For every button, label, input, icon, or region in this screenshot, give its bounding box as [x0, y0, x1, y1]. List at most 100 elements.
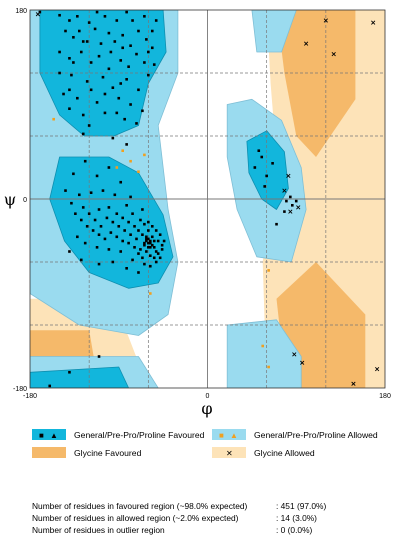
residue-marker — [117, 225, 121, 228]
residue-marker — [129, 44, 132, 47]
square-marker-icon: ■ — [39, 431, 44, 440]
residue-marker — [95, 174, 99, 178]
residue-marker — [58, 13, 61, 17]
residue-marker — [147, 229, 150, 232]
general-allowed-region — [226, 319, 302, 388]
residue-marker — [143, 241, 146, 245]
residue-marker — [123, 229, 126, 232]
residue-marker — [125, 78, 128, 81]
residue-marker — [150, 225, 154, 228]
residue-marker — [89, 88, 93, 92]
residue-marker — [68, 57, 71, 60]
residue-marker — [89, 191, 93, 194]
residue-marker — [145, 237, 148, 241]
residue-marker — [81, 40, 85, 43]
residue-marker — [145, 250, 148, 253]
residue-marker — [156, 239, 160, 243]
x-axis-label: φ — [201, 399, 212, 418]
residue-marker — [141, 256, 144, 260]
residue-marker — [76, 96, 79, 100]
residue-marker — [97, 355, 101, 358]
legend-label: Glycine Favoured — [74, 448, 142, 458]
residue-marker — [147, 220, 150, 224]
glycine-residue-marker — [292, 352, 297, 357]
residue-marker — [137, 229, 140, 232]
residue-marker — [127, 220, 130, 224]
cross-stroke — [282, 188, 287, 193]
residue-marker — [129, 159, 132, 163]
residue-marker — [291, 204, 294, 207]
cross-stroke — [35, 12, 41, 17]
residue-marker — [107, 31, 111, 35]
residue-marker — [93, 27, 97, 31]
cross-stroke — [374, 366, 380, 372]
residue-marker — [143, 243, 146, 247]
residue-marker — [58, 50, 61, 54]
glycine-residue-marker — [323, 18, 328, 23]
residue-marker — [145, 239, 148, 243]
residue-marker — [95, 101, 99, 104]
cross-stroke — [286, 173, 291, 179]
residue-marker — [143, 262, 146, 266]
residue-marker — [154, 260, 158, 264]
residue-marker — [68, 107, 71, 110]
residue-marker — [141, 233, 144, 236]
residue-marker — [275, 222, 278, 226]
residue-marker — [149, 246, 152, 249]
residue-marker — [260, 155, 264, 159]
tick-layer: -180 0 180 180 0 -180 — [13, 8, 391, 400]
residue-marker — [107, 206, 111, 209]
residue-marker — [95, 10, 99, 14]
cross-stroke — [300, 360, 305, 365]
residue-marker — [152, 239, 156, 243]
residue-marker — [97, 262, 101, 266]
residue-marker — [152, 246, 156, 249]
y-tick-label: 180 — [15, 8, 27, 15]
residue-marker — [78, 29, 81, 33]
cross-stroke — [331, 51, 336, 57]
residue-marker — [103, 15, 107, 18]
residue-marker — [143, 61, 146, 64]
residue-marker — [121, 239, 124, 243]
residue-marker — [257, 149, 261, 152]
residue-marker — [89, 61, 93, 64]
residue-marker — [81, 132, 85, 136]
residue-marker — [154, 229, 158, 232]
residue-marker — [121, 33, 124, 37]
residue-marker — [127, 65, 130, 68]
residue-marker — [105, 216, 109, 220]
residue-marker — [107, 248, 111, 251]
residue-marker — [119, 59, 123, 62]
x-tick-label: 0 — [206, 393, 210, 400]
residue-marker — [87, 124, 91, 127]
residue-marker — [85, 225, 89, 228]
general-allowed-region — [251, 10, 297, 53]
square-marker-icon: ■ — [219, 431, 224, 440]
residue-marker — [111, 86, 115, 89]
glycine-residue-marker — [374, 366, 380, 372]
residue-marker — [109, 231, 113, 234]
residue-marker — [137, 29, 140, 33]
glycine-residue-marker — [288, 209, 293, 214]
residue-marker — [154, 19, 158, 22]
glycine-residue-marker — [303, 41, 309, 46]
residue-marker — [103, 111, 107, 115]
residue-marker — [147, 50, 150, 54]
y-axis-label: ψ — [4, 190, 17, 209]
cross-stroke — [303, 41, 309, 46]
legend-label: Glycine Allowed — [254, 448, 315, 458]
triangle-marker-icon: ▲ — [50, 431, 58, 440]
stat-row-favoured: Number of residues in favoured region (~… — [32, 500, 392, 512]
residue-marker — [99, 225, 103, 228]
residue-marker — [68, 250, 71, 253]
residue-marker — [289, 195, 292, 199]
glycine-residue-marker — [296, 205, 301, 210]
stat-row-outlier: Number of residues in outlier region : 0… — [32, 524, 392, 536]
residue-marker — [52, 117, 55, 121]
cross-stroke — [288, 209, 293, 214]
residue-marker — [125, 267, 128, 270]
residue-marker — [62, 92, 65, 96]
residue-marker — [147, 73, 150, 77]
x-tick-label: -180 — [23, 393, 37, 400]
general-favoured-region — [49, 156, 174, 289]
